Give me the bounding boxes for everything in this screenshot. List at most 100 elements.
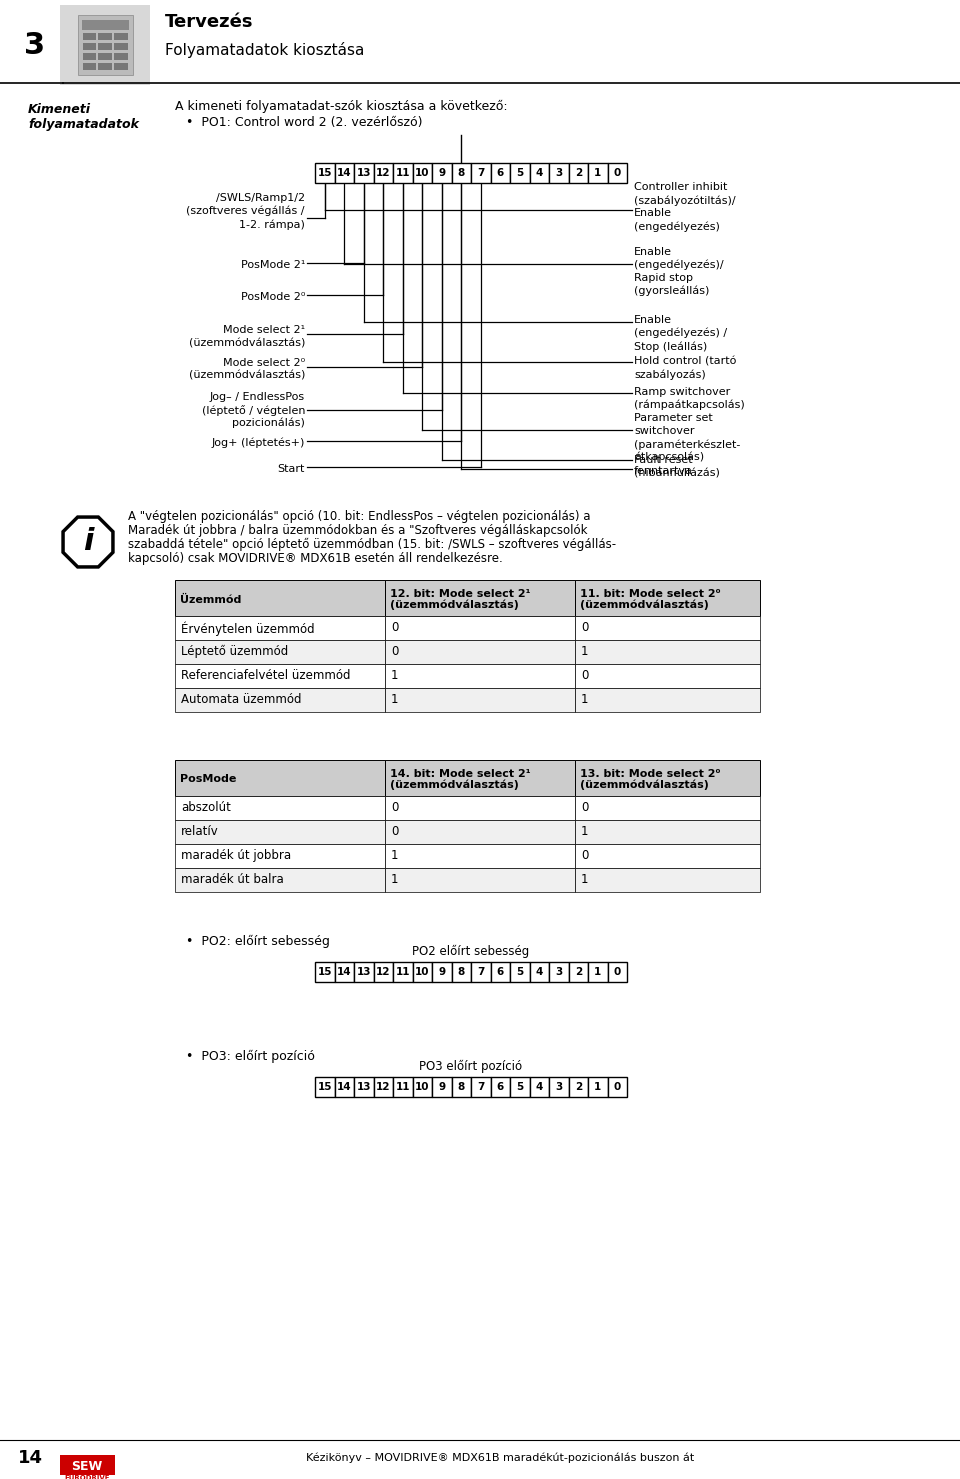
Bar [385,688,575,711]
Text: Hold control (tartó: Hold control (tartó [634,356,736,365]
Text: 14: 14 [337,967,351,978]
Text: fenntartva: fenntartva [634,466,693,476]
Text: switchover: switchover [634,426,694,436]
Bar [575,640,760,664]
Bar [451,961,471,982]
Text: 8: 8 [458,967,465,978]
Text: szabályozás): szabályozás) [634,368,706,380]
Text: 1: 1 [391,849,398,862]
Bar [175,868,385,892]
Text: i: i [83,528,93,556]
Text: Kézikönyv – MOVIDRIVE® MDX61B maradékút-pozicionálás buszon át: Kézikönyv – MOVIDRIVE® MDX61B maradékút-… [306,1452,694,1463]
Text: 5: 5 [516,1083,523,1092]
Text: Ramp switchover: Ramp switchover [634,387,731,396]
Text: 14: 14 [17,1449,42,1467]
Bar [354,1077,373,1097]
Bar [393,163,413,183]
Text: 0: 0 [581,802,588,813]
Text: 4: 4 [536,169,543,177]
Bar [83,64,96,70]
Bar [385,615,575,640]
Text: 1: 1 [594,169,601,177]
Text: Folyamatadatok kiosztása: Folyamatadatok kiosztása [165,41,365,58]
Bar [385,796,575,819]
Bar [114,64,128,70]
Bar [575,819,760,845]
Bar [393,1077,413,1097]
Bar [568,961,588,982]
Bar [385,760,575,796]
Text: 0: 0 [581,849,588,862]
Text: Tervezés: Tervezés [165,13,253,31]
Text: 4: 4 [536,1083,543,1092]
Text: (léptető / végtelen: (léptető / végtelen [202,405,305,416]
Text: 7: 7 [477,967,485,978]
Text: 0: 0 [581,669,588,682]
Bar [385,664,575,688]
Bar [385,580,575,615]
Bar [608,1077,627,1097]
Text: SEW: SEW [71,1460,103,1473]
Text: (engedélyezés)/: (engedélyezés)/ [634,260,724,271]
Text: 5: 5 [516,967,523,978]
Text: 2: 2 [575,967,582,978]
Text: 0: 0 [391,645,398,658]
Bar [315,1077,334,1097]
Text: (paraméterkészlet-: (paraméterkészlet- [634,439,740,450]
Bar [385,640,575,664]
Text: 1: 1 [581,825,588,839]
Bar [491,1077,510,1097]
Text: 2: 2 [575,169,582,177]
Text: 7: 7 [477,1083,485,1092]
Text: 13: 13 [356,967,371,978]
Bar [588,1077,608,1097]
Bar [315,163,334,183]
Text: 0: 0 [391,621,398,634]
Bar [175,796,385,819]
Text: pozicionálás): pozicionálás) [232,419,305,429]
Bar [354,163,373,183]
Text: (rámpaátkapcsolás): (rámpaátkapcsolás) [634,399,745,411]
Bar [471,1077,491,1097]
Text: 0: 0 [391,802,398,813]
Text: (szoftveres végállás /: (szoftveres végállás / [186,206,305,216]
Text: (üzemmódválasztás): (üzemmódválasztás) [580,600,708,611]
Text: A kimeneti folyamatadat-szók kiosztása a következő:: A kimeneti folyamatadat-szók kiosztása a… [175,101,508,114]
Text: Kimeneti: Kimeneti [28,104,91,115]
Bar [575,845,760,868]
Text: EURODRIVE: EURODRIVE [64,1475,109,1479]
Bar [78,15,132,75]
Text: 14: 14 [337,1083,351,1092]
Bar [608,961,627,982]
Text: 15: 15 [318,967,332,978]
Bar [575,664,760,688]
Bar [432,961,451,982]
Bar [575,615,760,640]
Text: Enable: Enable [634,209,672,217]
Text: Maradék út jobbra / balra üzemmódokban és a "Szoftveres végálláskapcsolók: Maradék út jobbra / balra üzemmódokban é… [128,524,588,537]
Text: maradék út balra: maradék út balra [181,873,284,886]
Bar [175,688,385,711]
Text: 14: 14 [337,169,351,177]
Bar [575,760,760,796]
Bar [354,961,373,982]
Text: PosMode: PosMode [180,775,236,784]
Text: 11: 11 [396,169,410,177]
Bar [373,1077,393,1097]
Bar [385,845,575,868]
Text: 13. bit: Mode select 2⁰: 13. bit: Mode select 2⁰ [580,769,721,779]
Text: Érvénytelen üzemmód: Érvénytelen üzemmód [181,621,315,636]
Bar [568,163,588,183]
Text: relatív: relatív [181,825,219,839]
Text: átkapcsolás): átkapcsolás) [634,453,704,463]
Bar [491,961,510,982]
Text: PO2 előírt sebesség: PO2 előírt sebesség [413,945,530,958]
Bar [98,33,111,40]
Text: 1: 1 [391,694,398,705]
Bar [175,845,385,868]
Bar [373,163,393,183]
Text: 10: 10 [415,967,429,978]
Text: 9: 9 [438,169,445,177]
Bar [334,961,354,982]
Text: 9: 9 [438,1083,445,1092]
